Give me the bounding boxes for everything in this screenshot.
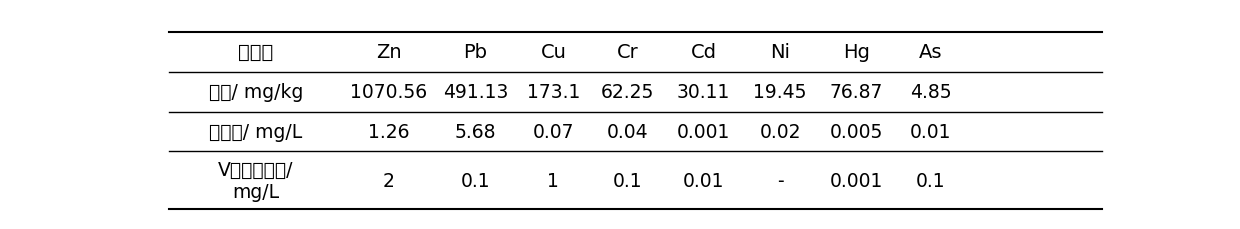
Text: Pb: Pb	[464, 43, 487, 62]
Text: 19.45: 19.45	[754, 83, 807, 102]
Text: 0.1: 0.1	[613, 171, 642, 190]
Text: 0.005: 0.005	[830, 123, 883, 142]
Text: 1.26: 1.26	[368, 123, 409, 142]
Text: 0.1: 0.1	[461, 171, 490, 190]
Text: -: -	[776, 171, 784, 190]
Text: 4.85: 4.85	[910, 83, 951, 102]
Text: 62.25: 62.25	[600, 83, 653, 102]
Text: V类水体标准/
mg/L: V类水体标准/ mg/L	[218, 160, 294, 201]
Text: Cd: Cd	[691, 43, 717, 62]
Text: 5.68: 5.68	[455, 123, 496, 142]
Text: 1070.56: 1070.56	[350, 83, 427, 102]
Text: 0.01: 0.01	[683, 171, 724, 190]
Text: 0.02: 0.02	[759, 123, 801, 142]
Text: Hg: Hg	[843, 43, 870, 62]
Text: 173.1: 173.1	[527, 83, 580, 102]
Text: Zn: Zn	[376, 43, 402, 62]
Text: 0.001: 0.001	[830, 171, 883, 190]
Text: As: As	[919, 43, 942, 62]
Text: 浸出量/ mg/L: 浸出量/ mg/L	[210, 123, 303, 142]
Text: 2: 2	[383, 171, 394, 190]
Text: 30.11: 30.11	[677, 83, 730, 102]
Text: 重金属: 重金属	[238, 43, 274, 62]
Text: 0.04: 0.04	[606, 123, 649, 142]
Text: 1: 1	[547, 171, 559, 190]
Text: 491.13: 491.13	[443, 83, 508, 102]
Text: 0.07: 0.07	[533, 123, 574, 142]
Text: 76.87: 76.87	[830, 83, 883, 102]
Text: 含量/ mg/kg: 含量/ mg/kg	[208, 83, 303, 102]
Text: 0.1: 0.1	[915, 171, 945, 190]
Text: Cr: Cr	[616, 43, 639, 62]
Text: 0.01: 0.01	[910, 123, 951, 142]
Text: Cu: Cu	[541, 43, 567, 62]
Text: Ni: Ni	[770, 43, 790, 62]
Text: 0.001: 0.001	[677, 123, 730, 142]
